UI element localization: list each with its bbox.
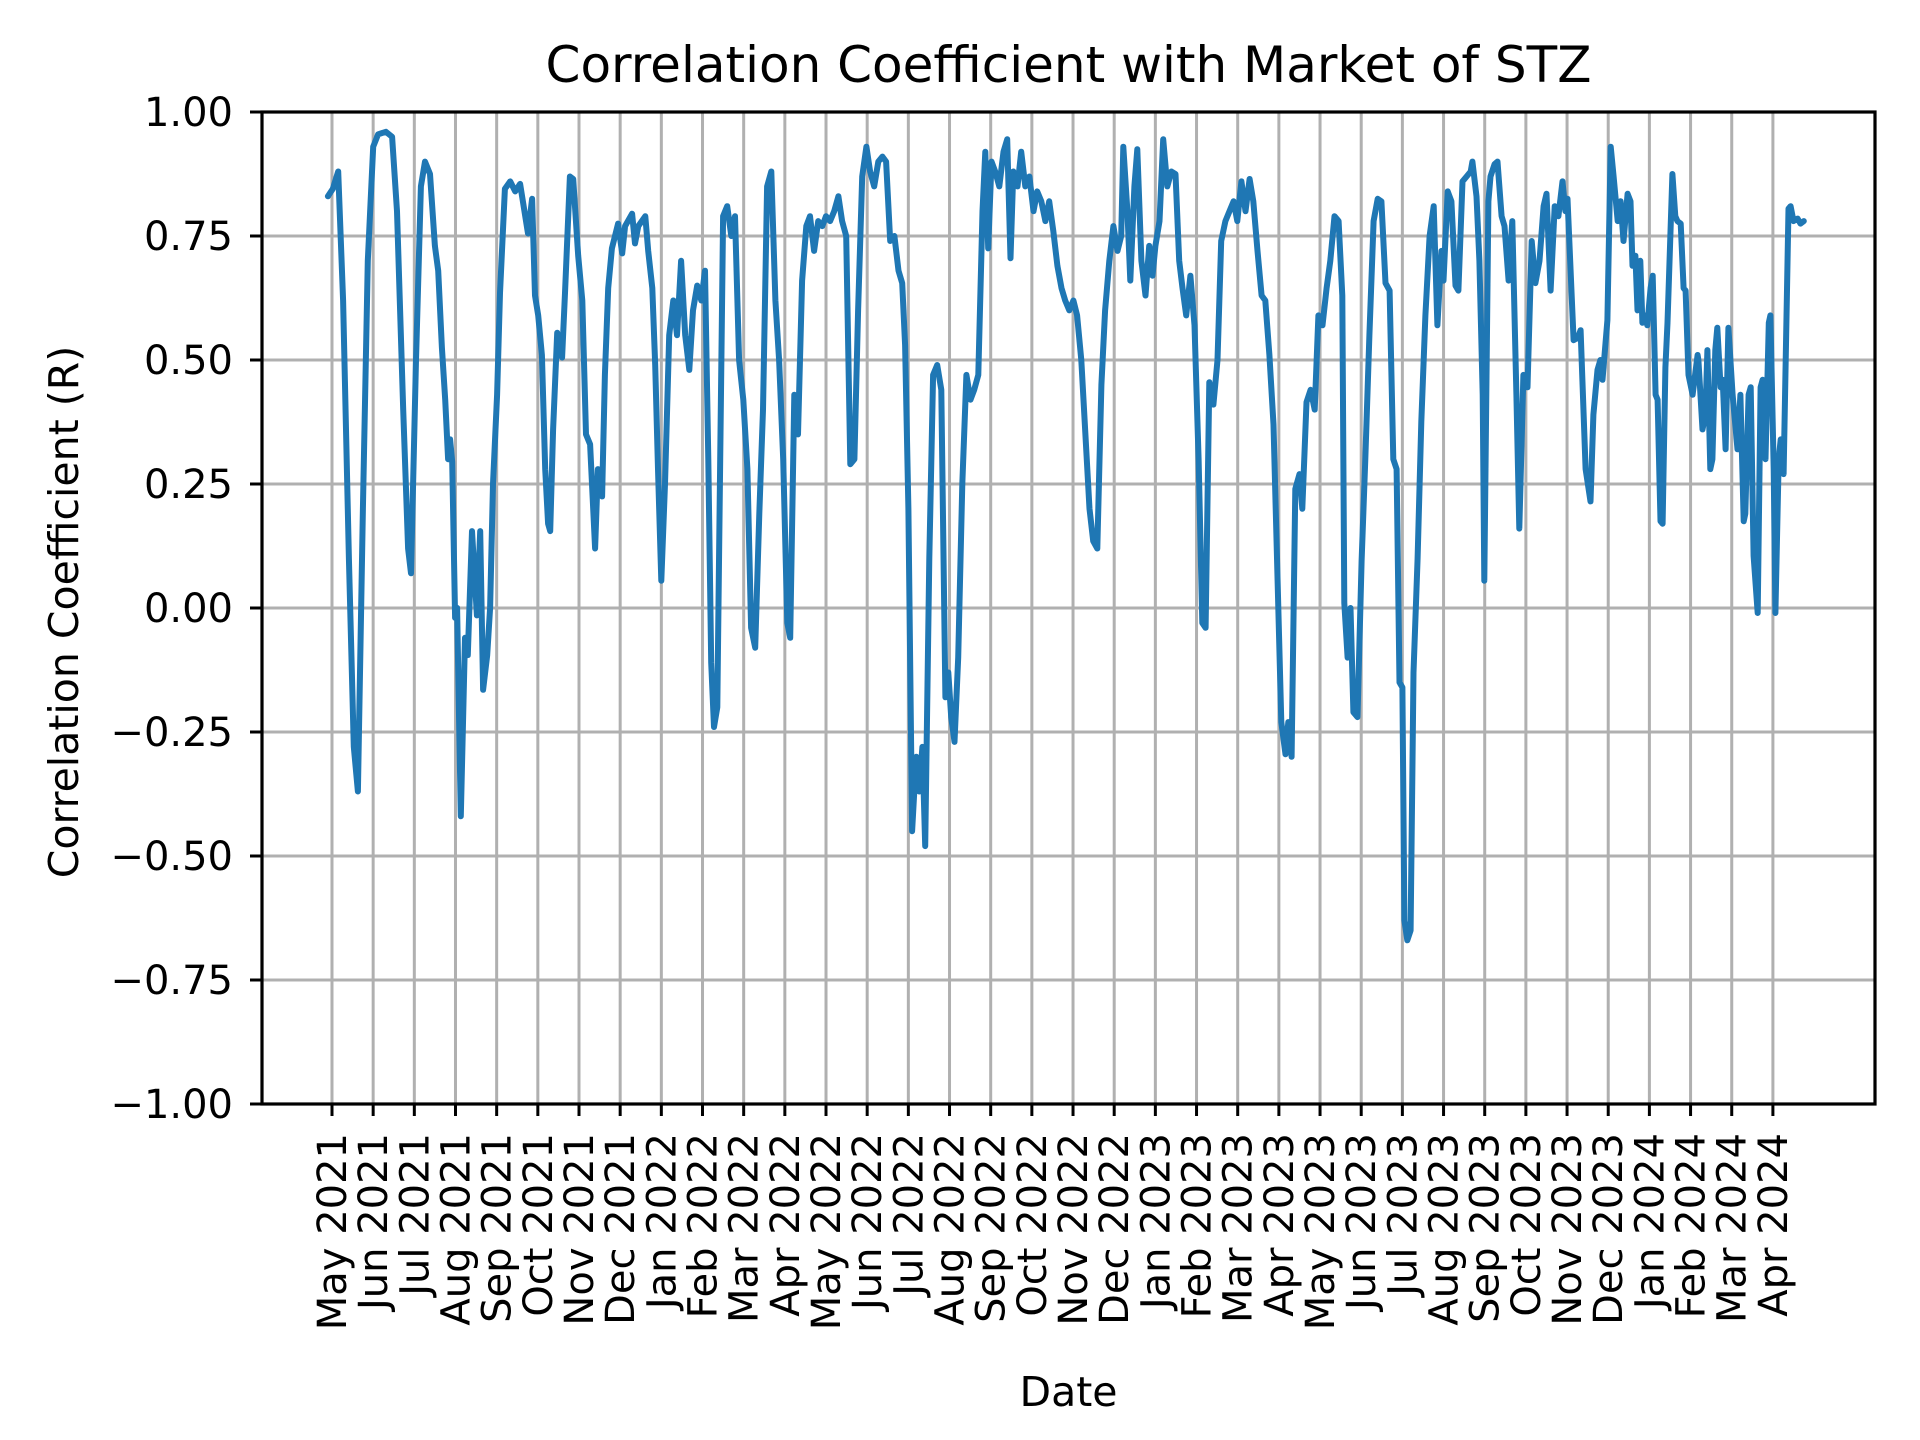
x-tick-label: Mar 2022 (722, 1133, 768, 1323)
x-tick-label: Oct 2021 (516, 1133, 562, 1317)
chart-title: Correlation Coefficient with Market of S… (545, 36, 1592, 94)
x-tick-label: Dec 2022 (1092, 1133, 1138, 1325)
x-tick-label: Feb 2023 (1175, 1133, 1221, 1318)
x-tick-label: Jul 2023 (1380, 1133, 1426, 1299)
x-tick-label: Jan 2024 (1627, 1133, 1673, 1312)
ticks (250, 110, 1775, 1116)
y-tick-label: 0.00 (144, 586, 233, 632)
x-tick-label: Feb 2022 (681, 1133, 727, 1318)
x-tick-label: Dec 2021 (598, 1133, 644, 1325)
x-tick-label: Jan 2023 (1133, 1133, 1179, 1312)
x-tick-label: May 2023 (1298, 1133, 1344, 1330)
y-tick-label: 0.50 (144, 338, 233, 384)
x-tick-label: Jan 2022 (639, 1133, 685, 1312)
y-tick-label: 0.25 (144, 462, 233, 508)
x-tick-label: Aug 2023 (1422, 1133, 1468, 1326)
x-tick-label: Sep 2021 (475, 1133, 521, 1323)
x-tick-label: Feb 2024 (1669, 1133, 1715, 1318)
tick-labels: 1.00 0.75 0.50 0.25 0.00 −0.25 −0.50 −0.75 −1.00… (110, 90, 1796, 1330)
correlation-line (324, 128, 1807, 944)
x-tick-label: Oct 2023 (1504, 1133, 1550, 1317)
x-tick-label: Sep 2023 (1463, 1133, 1509, 1323)
x-tick-label: Apr 2023 (1257, 1133, 1303, 1317)
x-tick-label: Jul 2021 (392, 1133, 438, 1299)
x-tick-label: Nov 2023 (1545, 1133, 1591, 1326)
x-tick-label: Mar 2023 (1216, 1133, 1262, 1323)
x-tick-label: Jun 2022 (845, 1133, 891, 1313)
x-tick-label: Nov 2022 (1051, 1133, 1097, 1326)
y-tick-label: −0.75 (110, 958, 233, 1004)
x-tick-label: Dec 2023 (1586, 1133, 1632, 1325)
x-tick-label: Apr 2024 (1751, 1133, 1797, 1317)
x-tick-label: Sep 2022 (969, 1133, 1015, 1323)
y-axis-title: Correlation Coefficient (R) (40, 345, 88, 879)
x-tick-label: Aug 2021 (433, 1133, 479, 1326)
x-tick-label: May 2022 (804, 1133, 850, 1330)
y-tick-label: 1.00 (144, 90, 233, 136)
y-tick-label: 0.75 (144, 214, 233, 260)
x-tick-label: Apr 2022 (763, 1133, 809, 1317)
x-tick-label: May 2021 (310, 1133, 356, 1330)
x-tick-label: Jun 2021 (351, 1133, 397, 1313)
y-tick-label: −0.25 (110, 710, 233, 756)
y-tick-label: −1.00 (110, 1082, 233, 1128)
y-tick-label: −0.50 (110, 834, 233, 880)
x-tick-label: Jul 2022 (886, 1133, 932, 1299)
x-tick-label: Jun 2023 (1339, 1133, 1385, 1313)
x-tick-label: Mar 2024 (1710, 1133, 1756, 1323)
x-tick-label: Aug 2022 (928, 1133, 974, 1326)
x-tick-label: Nov 2021 (557, 1133, 603, 1326)
x-tick-label: Oct 2022 (1010, 1133, 1056, 1317)
x-axis-title: Date (1019, 1368, 1118, 1416)
